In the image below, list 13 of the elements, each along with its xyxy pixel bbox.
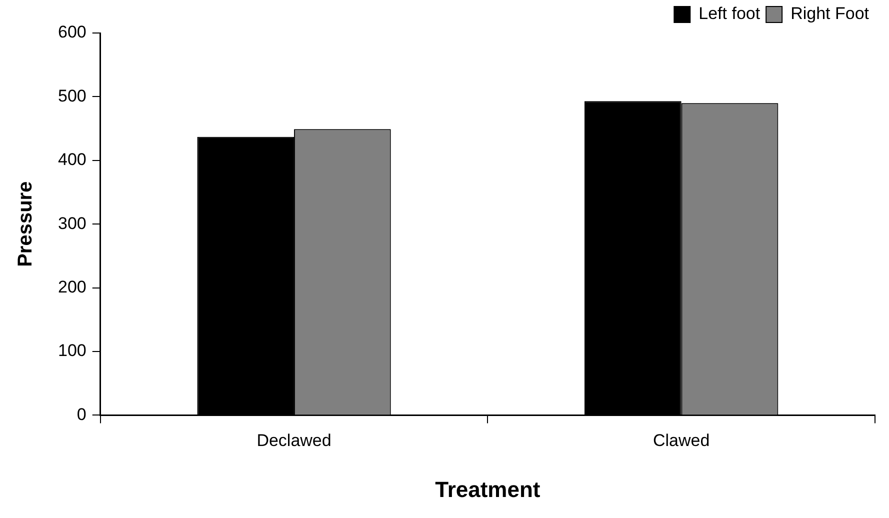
x-axis-title: Treatment bbox=[435, 476, 541, 502]
y-tick-label: 0 bbox=[76, 404, 86, 424]
x-tick-label: Clawed bbox=[652, 431, 710, 450]
y-tick-label: 400 bbox=[58, 150, 86, 170]
y-tick-label: 300 bbox=[58, 214, 86, 233]
legend-label: Left foot bbox=[698, 4, 760, 24]
y-tick-label: 100 bbox=[58, 341, 86, 360]
y-axis-title: Pressure bbox=[14, 181, 37, 267]
x-tick-label: Declawed bbox=[256, 431, 332, 450]
y-tick-label: 600 bbox=[58, 22, 86, 42]
y-tick-label: 500 bbox=[58, 86, 86, 106]
y-tick-label: 200 bbox=[58, 277, 86, 296]
legend-label: Right Foot bbox=[790, 4, 870, 24]
